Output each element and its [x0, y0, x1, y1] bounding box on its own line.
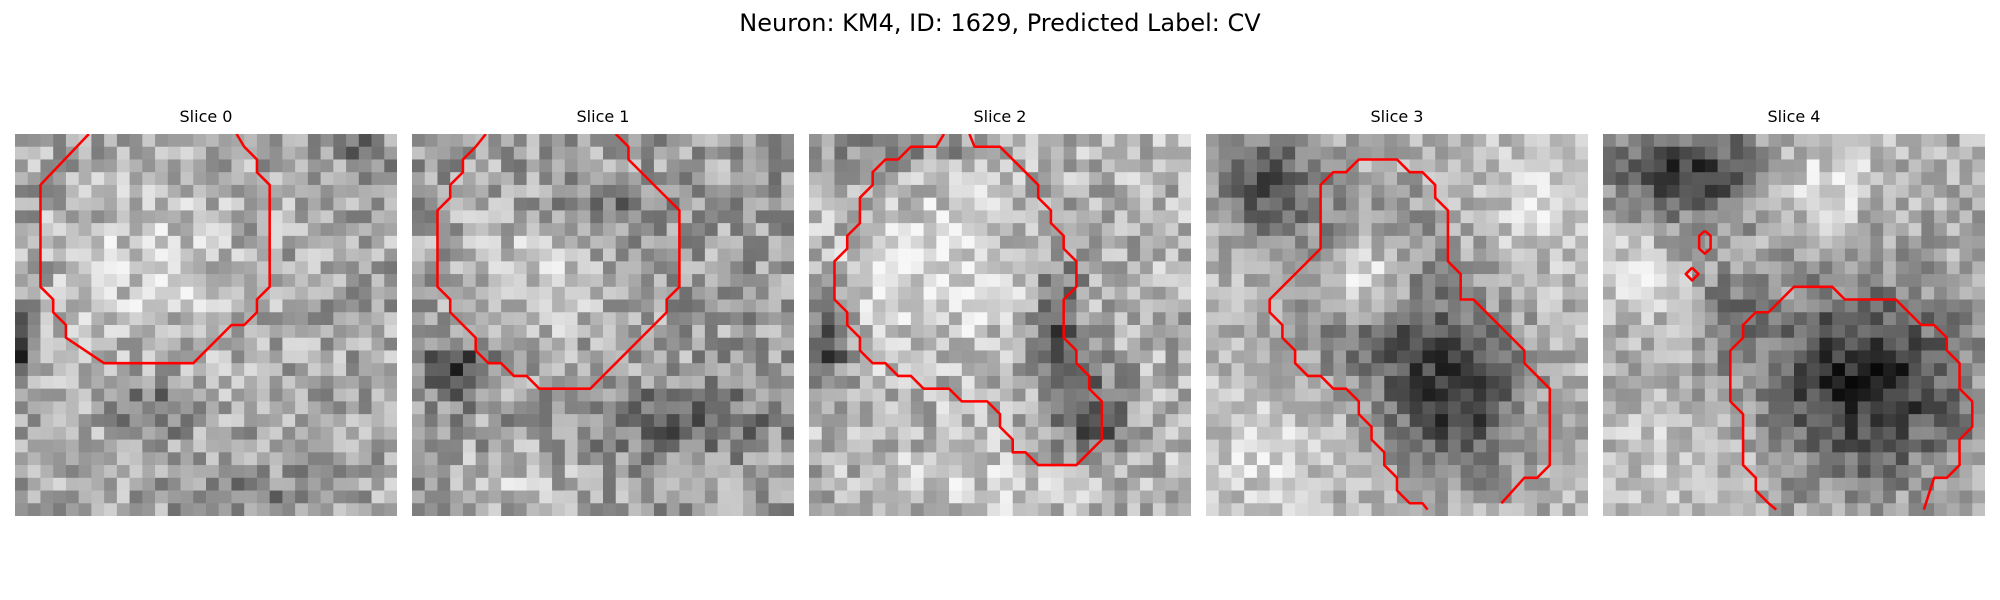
slice-4-title: Slice 4 [1767, 107, 1821, 126]
slice-1-panel: Slice 1 [412, 107, 794, 516]
slice-4-panel: Slice 4 [1603, 107, 1985, 516]
slice-4-contour-2 [1684, 266, 1700, 282]
slice-0-panel: Slice 0 [15, 107, 397, 516]
slice-4-pixels [1603, 134, 1985, 516]
slice-1-image [412, 134, 794, 516]
slice-1-contour-0 [436, 134, 681, 390]
slice-2-contour-0 [833, 134, 1104, 467]
figure-title: Neuron: KM4, ID: 1629, Predicted Label: … [739, 9, 1261, 37]
slice-1-pixels [412, 134, 794, 516]
slice-4-contour-1 [1697, 229, 1712, 255]
slice-3-contour-0 [1268, 158, 1552, 511]
slice-3-image [1206, 134, 1588, 516]
slice-3-pixels [1206, 134, 1588, 516]
slice-2-image [809, 134, 1191, 516]
slice-2-panel: Slice 2 [809, 107, 1191, 516]
slice-3-title: Slice 3 [1370, 107, 1424, 126]
slice-3-panel: Slice 3 [1206, 107, 1588, 516]
slice-2-title: Slice 2 [973, 107, 1027, 126]
slice-1-title: Slice 1 [576, 107, 630, 126]
slice-4-contour-0 [1729, 285, 1974, 511]
slice-0-image [15, 134, 397, 516]
slice-4-image [1603, 134, 1985, 516]
slice-0-title: Slice 0 [179, 107, 233, 126]
slice-0-contour-0 [39, 134, 271, 365]
slice-0-pixels [15, 134, 397, 516]
